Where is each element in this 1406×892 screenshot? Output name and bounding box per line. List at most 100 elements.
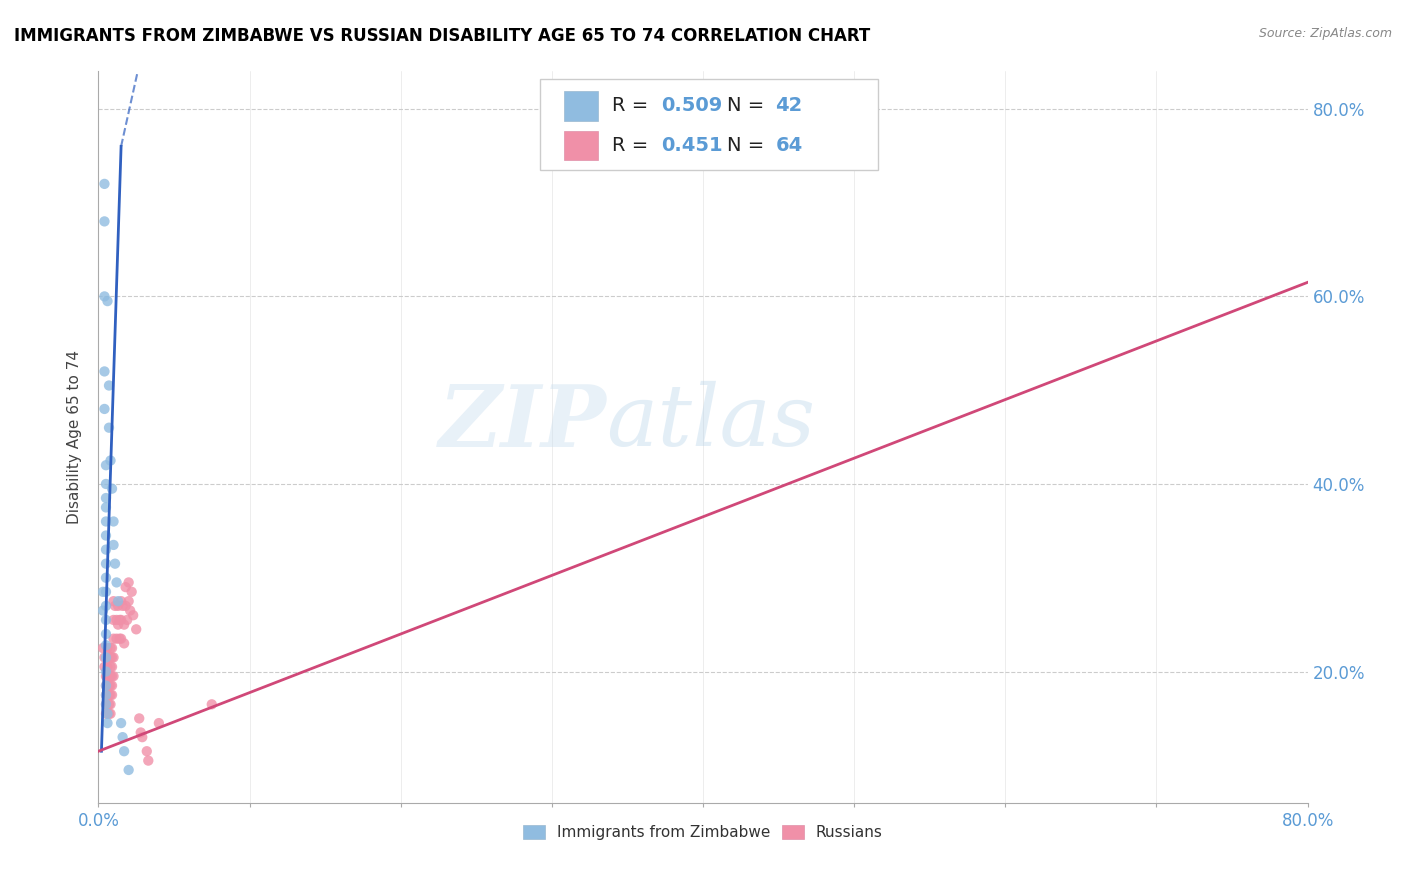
Point [91, 584, 114, 599]
Point [101, 688, 124, 702]
Point [104, 599, 127, 613]
Point [105, 613, 128, 627]
Point [103, 538, 125, 552]
Point [112, 636, 135, 650]
Point [107, 617, 129, 632]
Point [94, 500, 117, 515]
Point [115, 613, 138, 627]
Point [108, 632, 131, 646]
Point [101, 669, 124, 683]
Point [96, 716, 118, 731]
Point [94, 599, 117, 613]
Point [105, 632, 128, 646]
Point [201, 698, 224, 712]
Point [94, 613, 117, 627]
Point [118, 594, 141, 608]
Text: 64: 64 [776, 136, 803, 155]
Point [94, 698, 117, 712]
Point [94, 477, 117, 491]
Text: 0.451: 0.451 [661, 136, 723, 155]
Point [110, 613, 132, 627]
FancyBboxPatch shape [540, 78, 879, 170]
Point [108, 613, 131, 627]
Point [96, 650, 118, 665]
Text: N =: N = [727, 136, 770, 155]
Point [98, 688, 121, 702]
Point [94, 679, 117, 693]
Point [93, 214, 115, 228]
Point [118, 575, 141, 590]
Point [120, 603, 142, 617]
Point [112, 617, 135, 632]
Point [110, 632, 132, 646]
Point [93, 289, 115, 303]
Point [135, 744, 157, 758]
Point [94, 515, 117, 529]
Point [98, 669, 121, 683]
Text: atlas: atlas [606, 381, 815, 464]
Point [100, 669, 122, 683]
Point [148, 716, 170, 731]
Point [101, 641, 124, 656]
Point [129, 725, 152, 739]
Point [101, 660, 124, 674]
Point [98, 698, 121, 712]
Point [131, 730, 153, 744]
Y-axis label: Disability Age 65 to 74: Disability Age 65 to 74 [67, 350, 83, 524]
Point [100, 688, 122, 702]
Point [111, 730, 134, 744]
Point [100, 641, 122, 656]
Point [96, 706, 118, 721]
Point [100, 453, 122, 467]
Point [94, 706, 117, 721]
Point [94, 679, 117, 693]
Point [94, 627, 117, 641]
Point [91, 603, 114, 617]
Point [94, 542, 117, 557]
Point [94, 528, 117, 542]
Point [110, 594, 132, 608]
Point [103, 632, 125, 646]
Point [103, 669, 125, 683]
Text: R =: R = [613, 96, 655, 115]
Point [122, 608, 145, 623]
Point [94, 491, 117, 505]
Point [100, 650, 122, 665]
Point [101, 482, 124, 496]
Point [100, 660, 122, 674]
Point [93, 401, 115, 416]
Point [101, 679, 124, 693]
Point [103, 515, 125, 529]
Text: ZIP: ZIP [439, 381, 606, 464]
Point [94, 688, 117, 702]
Text: N =: N = [727, 96, 770, 115]
Point [94, 665, 117, 679]
Point [98, 420, 121, 434]
FancyBboxPatch shape [564, 91, 598, 120]
Text: 0.509: 0.509 [661, 96, 721, 115]
Text: R =: R = [613, 136, 661, 155]
Point [100, 679, 122, 693]
Point [103, 594, 125, 608]
Point [94, 698, 117, 712]
Point [94, 650, 117, 665]
Point [100, 706, 122, 721]
Text: 42: 42 [776, 96, 803, 115]
Point [103, 650, 125, 665]
Point [105, 575, 128, 590]
Point [94, 688, 117, 702]
Point [107, 594, 129, 608]
Point [94, 638, 117, 652]
Point [93, 364, 115, 378]
Point [104, 557, 127, 571]
Point [94, 557, 117, 571]
Point [136, 754, 159, 768]
Point [96, 641, 118, 656]
Point [96, 294, 118, 309]
Point [100, 698, 122, 712]
Point [98, 378, 121, 392]
Point [93, 650, 115, 665]
Point [93, 177, 115, 191]
Point [118, 763, 141, 777]
Point [121, 584, 143, 599]
